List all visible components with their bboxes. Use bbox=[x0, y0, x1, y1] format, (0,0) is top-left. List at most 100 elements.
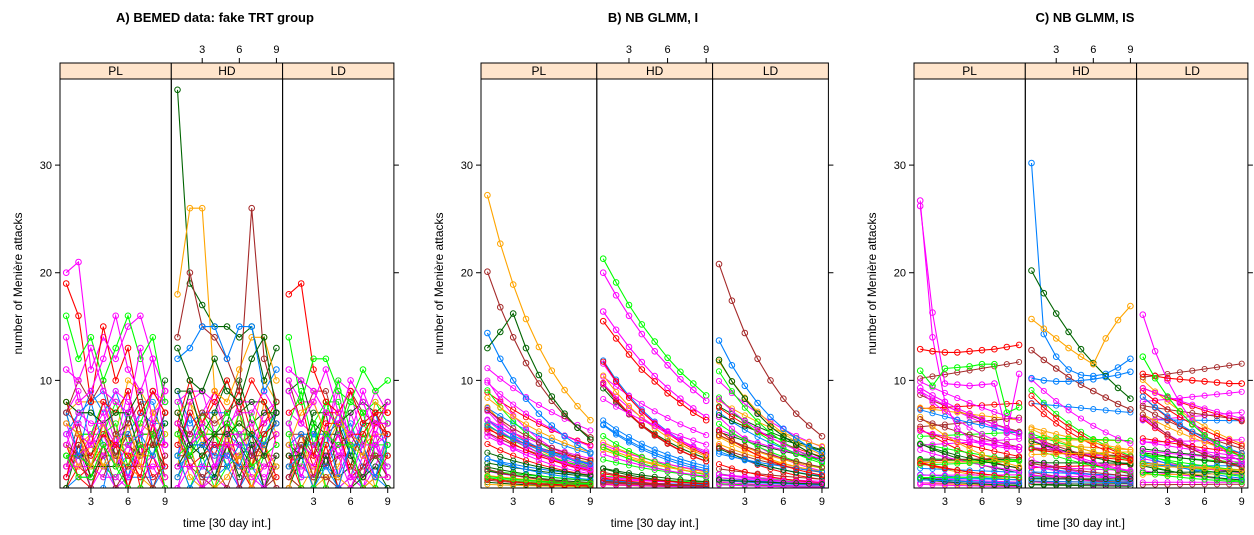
strip-label: PL bbox=[532, 64, 547, 78]
series-line bbox=[718, 371, 823, 463]
data-point bbox=[1102, 462, 1109, 469]
highlighted-point bbox=[690, 405, 697, 412]
data-point bbox=[137, 441, 144, 448]
data-point bbox=[978, 474, 986, 481]
data-point bbox=[1189, 409, 1196, 417]
data-point bbox=[298, 409, 305, 416]
data-point bbox=[806, 480, 813, 487]
highlighted-series-line bbox=[486, 332, 591, 453]
series-line bbox=[1031, 436, 1131, 442]
x-tick-label: 6 bbox=[1202, 496, 1208, 508]
highlighted-point bbox=[87, 344, 95, 352]
highlighted-point bbox=[966, 363, 973, 370]
highlighted-point bbox=[587, 436, 594, 443]
highlighted-point bbox=[1065, 344, 1072, 352]
data-point bbox=[600, 470, 607, 477]
data-point bbox=[954, 447, 961, 454]
highlighted-point bbox=[941, 349, 949, 356]
data-point bbox=[728, 477, 735, 484]
data-point bbox=[1053, 420, 1060, 427]
highlighted-point bbox=[248, 204, 255, 212]
data-point bbox=[941, 424, 948, 431]
data-point bbox=[63, 474, 70, 481]
data-point bbox=[112, 441, 119, 448]
highlighted-point bbox=[87, 366, 95, 373]
highlighted-point bbox=[297, 377, 305, 384]
data-point bbox=[780, 455, 787, 462]
highlighted-point bbox=[100, 387, 107, 395]
highlighted-point bbox=[223, 398, 231, 406]
data-point bbox=[1028, 451, 1035, 458]
data-point bbox=[1090, 439, 1097, 446]
series-line bbox=[1031, 428, 1131, 462]
data-point bbox=[587, 443, 594, 450]
highlighted-series-line bbox=[1030, 162, 1131, 377]
data-point bbox=[1201, 448, 1208, 455]
data-point bbox=[510, 413, 517, 420]
data-point bbox=[199, 441, 206, 448]
highlighted-point bbox=[767, 413, 774, 421]
data-point bbox=[87, 409, 94, 416]
data-point bbox=[966, 455, 973, 462]
data-point bbox=[780, 462, 787, 469]
highlighted-point bbox=[574, 402, 581, 410]
data-point bbox=[1213, 479, 1221, 486]
data-point bbox=[223, 463, 231, 470]
data-point bbox=[75, 420, 82, 427]
highlighted-point bbox=[285, 366, 293, 373]
panel-frame bbox=[282, 78, 395, 489]
series-line bbox=[65, 434, 166, 488]
highlighted-series-line bbox=[65, 346, 166, 426]
data-point bbox=[497, 396, 504, 403]
highlighted-point bbox=[1151, 348, 1159, 355]
highlighted-point bbox=[124, 409, 132, 417]
highlighted-point bbox=[929, 392, 936, 399]
data-point bbox=[767, 434, 774, 441]
data-point bbox=[715, 461, 723, 468]
data-point bbox=[497, 453, 504, 460]
series-line bbox=[920, 429, 1020, 457]
data-point bbox=[1189, 367, 1196, 374]
data-point bbox=[63, 409, 70, 416]
data-point bbox=[1226, 455, 1233, 462]
data-point bbox=[236, 452, 243, 459]
highlighted-series-line bbox=[602, 258, 707, 396]
data-point bbox=[1053, 402, 1060, 409]
highlighted-point bbox=[359, 366, 367, 373]
x-tick-label: 9 bbox=[1127, 44, 1133, 56]
data-point bbox=[1152, 449, 1159, 456]
data-point bbox=[561, 479, 568, 486]
data-point bbox=[497, 447, 504, 454]
data-point bbox=[1213, 408, 1221, 415]
highlighted-point bbox=[818, 450, 826, 457]
data-point bbox=[1053, 475, 1060, 482]
data-point bbox=[651, 431, 658, 438]
data-point bbox=[1040, 439, 1047, 446]
data-point bbox=[625, 458, 633, 466]
data-point bbox=[484, 422, 491, 429]
data-point bbox=[322, 474, 329, 481]
series-line bbox=[920, 467, 1020, 473]
data-point bbox=[285, 463, 292, 470]
data-point bbox=[966, 474, 973, 481]
data-point bbox=[124, 463, 132, 470]
data-point bbox=[941, 465, 948, 472]
panel-pl: PL 3 6 9 bbox=[59, 62, 172, 508]
y-axis-title: number of Menière attacks bbox=[865, 212, 879, 354]
series-line bbox=[487, 397, 591, 453]
data-point bbox=[1213, 456, 1221, 463]
data-point bbox=[199, 463, 206, 470]
series-line bbox=[1142, 391, 1242, 403]
data-point bbox=[929, 373, 936, 380]
data-point bbox=[484, 433, 491, 440]
data-point bbox=[780, 439, 787, 446]
data-point bbox=[322, 431, 329, 438]
data-point bbox=[1189, 401, 1196, 408]
data-point bbox=[1028, 460, 1035, 467]
data-point bbox=[690, 426, 697, 434]
panel-pl: PL 3 6 9 bbox=[913, 62, 1026, 508]
highlighted-point bbox=[522, 359, 530, 367]
highlighted-series-line bbox=[65, 314, 166, 403]
data-point bbox=[510, 457, 517, 464]
series-line bbox=[1142, 405, 1242, 421]
